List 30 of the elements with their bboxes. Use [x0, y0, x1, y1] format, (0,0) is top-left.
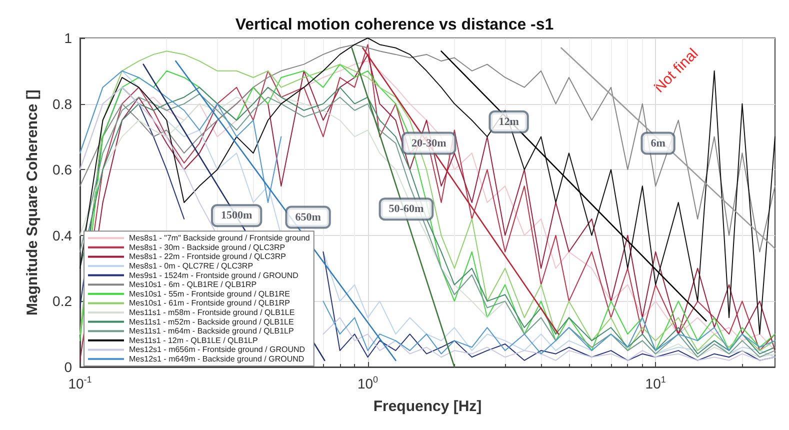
annotation: Not final — [650, 45, 702, 96]
annotation: 50-60m — [388, 203, 424, 216]
legend-label: Mes11s1 - m64m - Backside ground / QLB1LP — [129, 326, 294, 336]
legend-label: Mes8s1 - "7m" Backside ground / Frontside ground — [129, 234, 310, 243]
chart-title: Vertical motion coherence vs distance -s1 — [235, 16, 554, 34]
legend-label: Mes8s1 - 22m - Frontside ground / QLC3RP — [129, 252, 286, 262]
annotation: 6m — [650, 137, 666, 150]
legend-label: Mes12s1 - m656m - Frontside ground / GROUND — [129, 345, 306, 354]
annotation: 1500m — [220, 210, 252, 222]
legend-label: Mes9s1 - 1524m - Frontside ground / GROUND — [129, 270, 299, 280]
legend-label: Mes11s1 - 12m - QLB1LE / QLB1LP — [129, 336, 258, 345]
y-axis-title: Magnitude Square Coherence [] — [24, 90, 41, 316]
annotation: 650m — [295, 211, 321, 224]
x-axis-title: Frequency [Hz] — [373, 398, 482, 415]
legend-label: Mes12s1 - m649m - Backside ground / GROUND — [129, 354, 304, 364]
y-tick-label: 0.4 — [52, 227, 72, 244]
y-tick-label: 0.2 — [52, 293, 72, 310]
legend-label: Mes10s1 - 61m - Frontside ground / QLB1RP — [129, 298, 290, 308]
legend-label: Mes10s1 - 6m - QLB1RE / QLB1RP — [129, 280, 257, 290]
y-tick-label: 0.8 — [52, 96, 72, 112]
y-tick-label: 0 — [64, 359, 72, 375]
legend-label: Mes8s1 - 0m - QLC7RE / QLC3RP — [129, 262, 254, 270]
legend-label: Mes10s1 - 55m - Frontside ground / QLB1RE — [129, 289, 290, 298]
y-tick-label: 1 — [64, 30, 72, 46]
annotation: 20-30m — [411, 137, 446, 150]
legend-label: Mes8s1 - 30m - Backside ground / QLC3RP — [129, 242, 286, 252]
annotation: 12m — [498, 116, 519, 128]
y-tick-label: 0.6 — [52, 162, 72, 178]
legend-label: Mes11s1 - m52m - Backside ground / QLB1LE — [129, 317, 294, 326]
legend-label: Mes11s1 - m58m - Frontside ground / QLB1LE — [129, 308, 295, 317]
